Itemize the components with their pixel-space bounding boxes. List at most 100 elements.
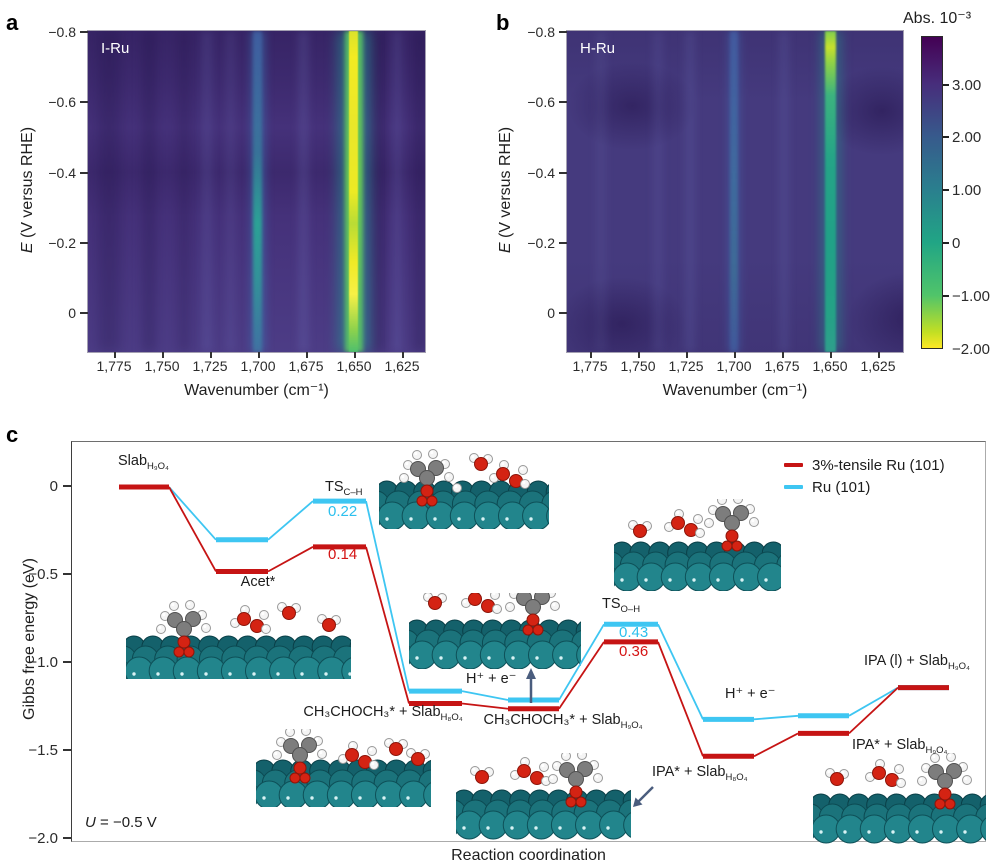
state-label-ipa-h9o4: IPA* + SlabH₉O₄ <box>852 737 948 756</box>
legend-label-ru: Ru (101) <box>812 478 871 496</box>
blob-dark <box>567 61 697 151</box>
xtick-b: 1,675 <box>764 358 800 374</box>
barrier-ts-ch-tensile: 0.14 <box>328 546 358 563</box>
barrier-ts-oh-ru: 0.43 <box>619 624 649 641</box>
connector <box>365 500 410 692</box>
blob-dark <box>567 276 687 352</box>
ylabel-a: E (V versus RHE) <box>19 90 37 290</box>
band-faint-light <box>595 31 607 352</box>
ytick-a: −0.6 <box>48 94 76 110</box>
connector <box>461 690 509 701</box>
tick <box>943 295 949 297</box>
up-arrow-head <box>526 668 536 679</box>
colorbar-tick-label: 0 <box>952 235 961 252</box>
tick <box>943 242 949 244</box>
ytick-c: −1.0 <box>28 654 58 671</box>
xtick-a: 1,625 <box>384 358 420 374</box>
xtick-b: 1,700 <box>716 358 752 374</box>
state-label-ch3chohch3-h8o4: CH₃CHOCH₃* + SlabH₈O₄ <box>303 704 463 723</box>
xtick-b: 1,750 <box>620 358 656 374</box>
tick <box>402 352 404 358</box>
diag-arrow-shaft <box>637 786 654 803</box>
tick <box>878 352 880 358</box>
xtick-a: 1,750 <box>144 358 180 374</box>
ytick-b: 0 <box>547 305 555 321</box>
band-1700-core <box>730 31 738 352</box>
colorbar-tick-label: −2.00 <box>952 341 990 358</box>
tick <box>63 749 71 751</box>
tick <box>63 573 71 575</box>
band-faint-light <box>298 31 309 352</box>
xtick-a: 1,650 <box>336 358 372 374</box>
ytick-a: −0.2 <box>48 235 76 251</box>
tick <box>559 242 567 244</box>
ytick-b: −0.4 <box>527 165 555 181</box>
tick <box>80 101 88 103</box>
tick <box>306 352 308 358</box>
ylabel-b-rest: (V versus RHE) <box>497 126 514 243</box>
heatmap-b: H-Ru <box>566 30 904 353</box>
energy-diagram-panel: SlabH₉O₄ Acet* TSC–H 0.22 0.14 CH₃CHOCH₃… <box>71 441 999 844</box>
ytick-b: −0.6 <box>527 94 555 110</box>
connector <box>848 686 899 735</box>
connector <box>558 623 605 701</box>
ts-oh-label: TSO–H <box>602 596 641 615</box>
tick <box>63 661 71 663</box>
ytick-b: −0.2 <box>527 235 555 251</box>
band-faint-light <box>779 31 789 352</box>
band-faint-dark <box>142 31 156 352</box>
xtick-a: 1,725 <box>192 358 228 374</box>
colorbar-tick-label: −1.00 <box>952 288 990 305</box>
xtick-a: 1,775 <box>96 358 132 374</box>
state-label-slab: SlabH₉O₄ <box>118 453 169 472</box>
tick <box>559 312 567 314</box>
proton-electron-label-1: H⁺ + e⁻ <box>466 671 517 687</box>
barrier-ts-ch-ru: 0.22 <box>328 503 358 520</box>
molecular-inset-ipa-h8o4 <box>430 750 653 844</box>
band-faint-light <box>202 31 212 352</box>
connector <box>558 641 605 710</box>
colorbar-title: Abs. 10⁻³ <box>903 10 972 27</box>
tick <box>80 172 88 174</box>
connector <box>365 546 410 704</box>
connector <box>657 641 704 757</box>
tick <box>80 31 88 33</box>
connector <box>753 732 799 758</box>
tick <box>63 485 71 487</box>
tick <box>559 172 567 174</box>
band-faint-dark <box>413 31 425 352</box>
tick <box>686 352 688 358</box>
legend-item-tensile: 3%-tensile Ru (101) <box>784 454 945 476</box>
tick <box>114 352 116 358</box>
xtick-b: 1,625 <box>860 358 896 374</box>
xtick-a: 1,700 <box>240 358 276 374</box>
tick <box>734 352 736 358</box>
applied-potential-label: U = −0.5 V <box>85 814 157 831</box>
tick <box>63 837 71 839</box>
connector <box>848 686 899 717</box>
diag-arrow-head <box>633 797 643 807</box>
xlabel-b: Wavenumber (cm⁻¹) <box>662 382 808 399</box>
tick <box>354 352 356 358</box>
colorbar-tick-label: 3.00 <box>952 77 982 94</box>
ytick-a: −0.8 <box>48 24 76 40</box>
connector <box>168 486 217 541</box>
band-faint-dark <box>371 31 384 352</box>
tick <box>210 352 212 358</box>
tick <box>559 101 567 103</box>
tick <box>943 84 949 86</box>
xtick-b: 1,650 <box>812 358 848 374</box>
energy-diagram <box>119 484 949 807</box>
panel-letter-c: c <box>6 422 19 447</box>
band-1700-core <box>253 31 262 352</box>
legend-swatch-ru <box>784 485 803 489</box>
band-faint-light <box>685 31 695 352</box>
heatmap-a: I-Ru <box>87 30 426 353</box>
tick <box>162 352 164 358</box>
connector <box>753 714 799 721</box>
ytick-a: 0 <box>68 305 76 321</box>
tick <box>590 352 592 358</box>
xlabel-a: Wavenumber (cm⁻¹) <box>184 382 329 399</box>
ytick-c: −2.0 <box>28 830 58 847</box>
